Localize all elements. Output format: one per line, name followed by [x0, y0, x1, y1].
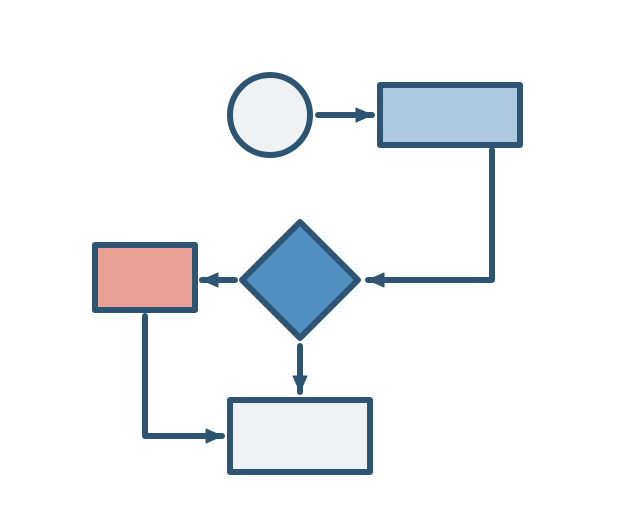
node-rect-left — [95, 245, 195, 310]
arrowhead-left-rect-to-bottom-rect — [206, 429, 222, 443]
arrowhead-top-rect-to-diamond — [368, 273, 384, 287]
node-circle-start — [230, 75, 310, 155]
flowchart-canvas — [0, 0, 626, 521]
node-rect-bottom — [230, 400, 370, 472]
arrowhead-diamond-to-bottom-rect — [293, 376, 307, 392]
arrowhead-circle-to-top-rect — [356, 108, 372, 122]
edge-left-rect-to-bottom-rect — [145, 316, 222, 436]
arrowhead-diamond-to-left-rect — [202, 273, 218, 287]
node-rect-top-right — [380, 85, 520, 145]
nodes-layer — [95, 75, 520, 472]
node-diamond-decision — [242, 222, 358, 338]
edge-top-rect-to-diamond — [368, 150, 492, 280]
